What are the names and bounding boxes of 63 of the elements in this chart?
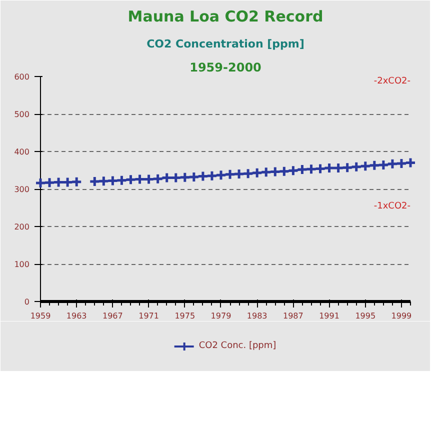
y-tick-label: 600	[14, 72, 30, 82]
y-tick-label: 100	[14, 260, 30, 269]
point	[350, 161, 362, 173]
point	[161, 172, 173, 184]
point	[206, 170, 218, 182]
x-tick-label: 1995	[355, 312, 376, 320]
point	[260, 166, 272, 178]
x-tick-label: 1963	[66, 312, 87, 320]
point	[44, 176, 56, 188]
chart-title: Mauna Loa CO2 Record	[128, 8, 324, 26]
x-tick-label: 1975	[174, 312, 196, 320]
point	[360, 160, 372, 172]
point	[152, 173, 164, 185]
point	[215, 169, 227, 181]
annotation: -2xCO2-	[374, 76, 411, 86]
x-tick-label: 1967	[102, 312, 123, 320]
annotation: -1xCO2-	[374, 202, 411, 212]
x-tick-label: 1959	[30, 312, 51, 320]
point	[305, 163, 317, 175]
point	[287, 164, 299, 176]
x-tick-label: 1979	[210, 312, 232, 320]
point	[179, 172, 191, 184]
x-tick-label: 1991	[319, 312, 340, 320]
point	[242, 168, 254, 180]
point	[88, 176, 100, 188]
legend-label: CO2 Conc. [ppm]	[198, 341, 276, 351]
point	[233, 168, 245, 180]
x-tick-label: 1987	[283, 312, 304, 320]
point	[197, 170, 209, 182]
point	[143, 174, 155, 185]
point	[106, 175, 118, 186]
point	[269, 166, 281, 178]
point	[52, 176, 64, 188]
point	[378, 159, 390, 171]
x-tick-label: 1971	[138, 312, 159, 320]
y-tick-label: 0	[24, 298, 30, 306]
y-tick-label: 300	[14, 185, 30, 194]
point	[170, 172, 182, 184]
point	[278, 166, 290, 178]
point	[134, 174, 146, 185]
point	[314, 163, 326, 174]
point	[116, 174, 128, 186]
point	[386, 158, 398, 170]
point	[70, 176, 82, 188]
point	[124, 174, 136, 186]
point	[296, 164, 308, 176]
point	[62, 176, 74, 188]
point	[188, 171, 200, 183]
point	[342, 162, 354, 174]
point	[324, 162, 336, 174]
chart-subtitle: CO2 Concentration [ppm]	[146, 38, 304, 50]
point	[368, 160, 380, 172]
x-tick-label: 1999	[391, 312, 412, 320]
point	[251, 167, 263, 179]
x-tick-label: 1983	[246, 312, 268, 320]
y-tick-label: 200	[14, 222, 30, 232]
point	[332, 162, 344, 174]
point	[98, 175, 110, 187]
point	[224, 168, 236, 180]
y-tick-label: 400	[14, 148, 30, 156]
point	[396, 158, 408, 170]
text: 1959-2000	[190, 60, 262, 74]
y-tick-label: 500	[14, 110, 30, 119]
